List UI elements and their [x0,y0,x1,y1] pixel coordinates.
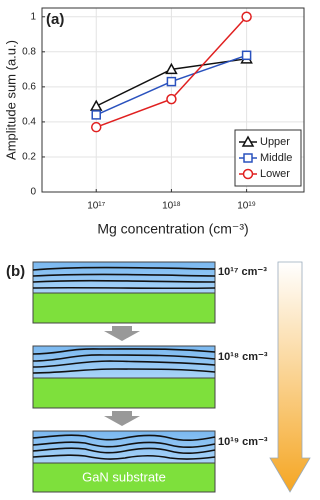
data-point [165,62,178,75]
data-point [91,110,101,120]
legend-marker [243,153,253,163]
panel-label: (b) [6,263,25,280]
strata [32,434,216,460]
data-point [166,93,177,105]
substrate [32,377,216,409]
arrow [104,411,140,426]
panel-label: (a) [46,11,64,28]
y-axis-label: Amplitude sum (a.u.) [3,40,18,160]
layer-label: 10¹⁷ cm⁻³ [218,266,267,278]
y-tick-label: 1 [30,11,36,22]
layer-label: 10¹⁹ cm⁻³ [218,436,268,448]
arrow [104,326,140,341]
strata [32,348,216,374]
figure: 0 0.2 0.4 0.6 0.8 1 10¹⁷ 10¹⁸ 10¹⁹ (a) Mg concentr… [3,7,311,493]
y-tick-label: 0.6 [22,81,36,92]
chart: 0 0.2 0.4 0.6 0.8 1 10¹⁷ 10¹⁸ 10¹⁹ (a) Mg concentr… [3,7,305,237]
diagram: (b) 10¹⁷ cm⁻³ 10¹⁸ cm⁻³ 10¹⁹ cm⁻³ [6,261,311,493]
y-tick-label: 0.4 [22,117,36,128]
data-point [241,50,252,61]
x-tick-label: 10¹⁹ [237,201,256,212]
y-tick-label: 0.8 [22,46,36,57]
strata [32,266,216,290]
data-point [89,99,103,111]
x-axis-label: Mg concentration (cm⁻³) [97,221,248,237]
legend-label: Middle [260,152,292,164]
data-point [90,121,102,133]
legend-marker [242,168,254,180]
data-point [241,11,252,23]
y-tick-label: 0 [30,187,36,198]
substrate-label: GaN substrate [82,469,166,484]
substrate [32,462,216,493]
legend-label: Upper [260,136,290,148]
x-tick-label: 10¹⁷ [87,201,105,212]
legend-label: Lower [260,168,290,180]
legend-marker [241,135,255,147]
data-point [166,76,177,87]
substrate [32,292,216,324]
plot-frame [41,7,305,193]
y-tick-label: 0.2 [22,152,36,163]
layer-label: 10¹⁸ cm⁻³ [218,351,268,363]
x-tick-label: 10¹⁸ [162,201,181,212]
trend-arrow [269,261,311,493]
